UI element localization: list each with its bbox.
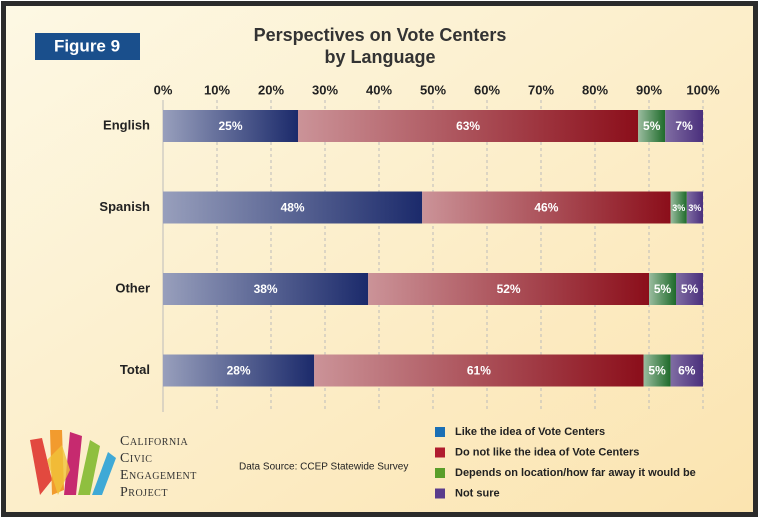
bar-segment <box>298 110 639 142</box>
data-label: 3% <box>672 203 685 213</box>
bar-segment <box>649 273 676 305</box>
data-label: 25% <box>218 119 242 133</box>
data-label: 5% <box>654 282 672 296</box>
x-tick-label: 90% <box>636 82 662 97</box>
bar-segment <box>670 354 703 387</box>
x-tick-label: 0% <box>154 82 173 97</box>
logo-hands <box>30 430 116 495</box>
y-tick-label: English <box>103 117 150 132</box>
data-label: 38% <box>254 282 278 296</box>
bar-segment <box>368 273 649 305</box>
bar-segment <box>163 273 369 305</box>
data-label: 46% <box>534 201 558 215</box>
legend-label: Not sure <box>455 487 500 499</box>
data-label: 63% <box>456 119 480 133</box>
legend-label: Do not like the idea of Vote Centers <box>455 446 639 458</box>
x-tick-label: 20% <box>258 82 284 97</box>
data-label: 5% <box>681 282 699 296</box>
bar-segment <box>638 110 666 142</box>
data-label: 7% <box>675 119 693 133</box>
chart-title: by Language <box>324 47 435 67</box>
logo-text: Civic <box>120 451 152 466</box>
data-label: 61% <box>467 364 491 378</box>
data-label: 48% <box>281 201 305 215</box>
data-label: 28% <box>227 364 251 378</box>
data-label: 5% <box>643 119 661 133</box>
x-tick-label: 40% <box>366 82 392 97</box>
data-label: 6% <box>678 364 696 378</box>
logo-text: Project <box>120 485 168 500</box>
figure-label: Figure 9 <box>54 36 120 55</box>
bar-segment <box>665 110 703 142</box>
bar-segment <box>314 354 644 387</box>
legend-swatch <box>435 468 445 478</box>
bar-segment <box>163 110 298 142</box>
x-tick-label: 30% <box>312 82 338 97</box>
legend-swatch <box>435 488 445 499</box>
x-tick-label: 100% <box>686 82 720 97</box>
y-tick-label: Other <box>115 280 150 295</box>
x-tick-label: 70% <box>528 82 554 97</box>
y-tick-label: Spanish <box>99 199 150 214</box>
data-label: 3% <box>688 203 701 213</box>
figure-badge <box>35 33 140 60</box>
logo-text: Engagement <box>120 468 197 483</box>
bar-segment <box>686 191 703 224</box>
legend-swatch <box>435 427 445 437</box>
x-tick-label: 60% <box>474 82 500 97</box>
x-tick-label: 10% <box>204 82 230 97</box>
legend-swatch <box>435 447 445 458</box>
source-note: Data Source: CCEP Statewide Survey <box>239 462 408 473</box>
bar-segment <box>163 354 315 387</box>
chart-title: Perspectives on Vote Centers <box>254 25 507 45</box>
bar-segment <box>670 191 687 224</box>
bar-segment <box>422 191 671 224</box>
logo-text: California <box>120 434 189 449</box>
x-tick-label: 80% <box>582 82 608 97</box>
legend-label: Like the idea of Vote Centers <box>455 426 605 438</box>
legend-label: Depends on location/how far away it woul… <box>455 467 696 479</box>
y-tick-label: Total <box>120 362 150 377</box>
data-label: 5% <box>648 364 666 378</box>
bar-segment <box>163 191 423 224</box>
x-tick-label: 50% <box>420 82 446 97</box>
bar-segment <box>643 354 671 387</box>
data-label: 52% <box>497 282 521 296</box>
bar-segment <box>676 273 703 305</box>
